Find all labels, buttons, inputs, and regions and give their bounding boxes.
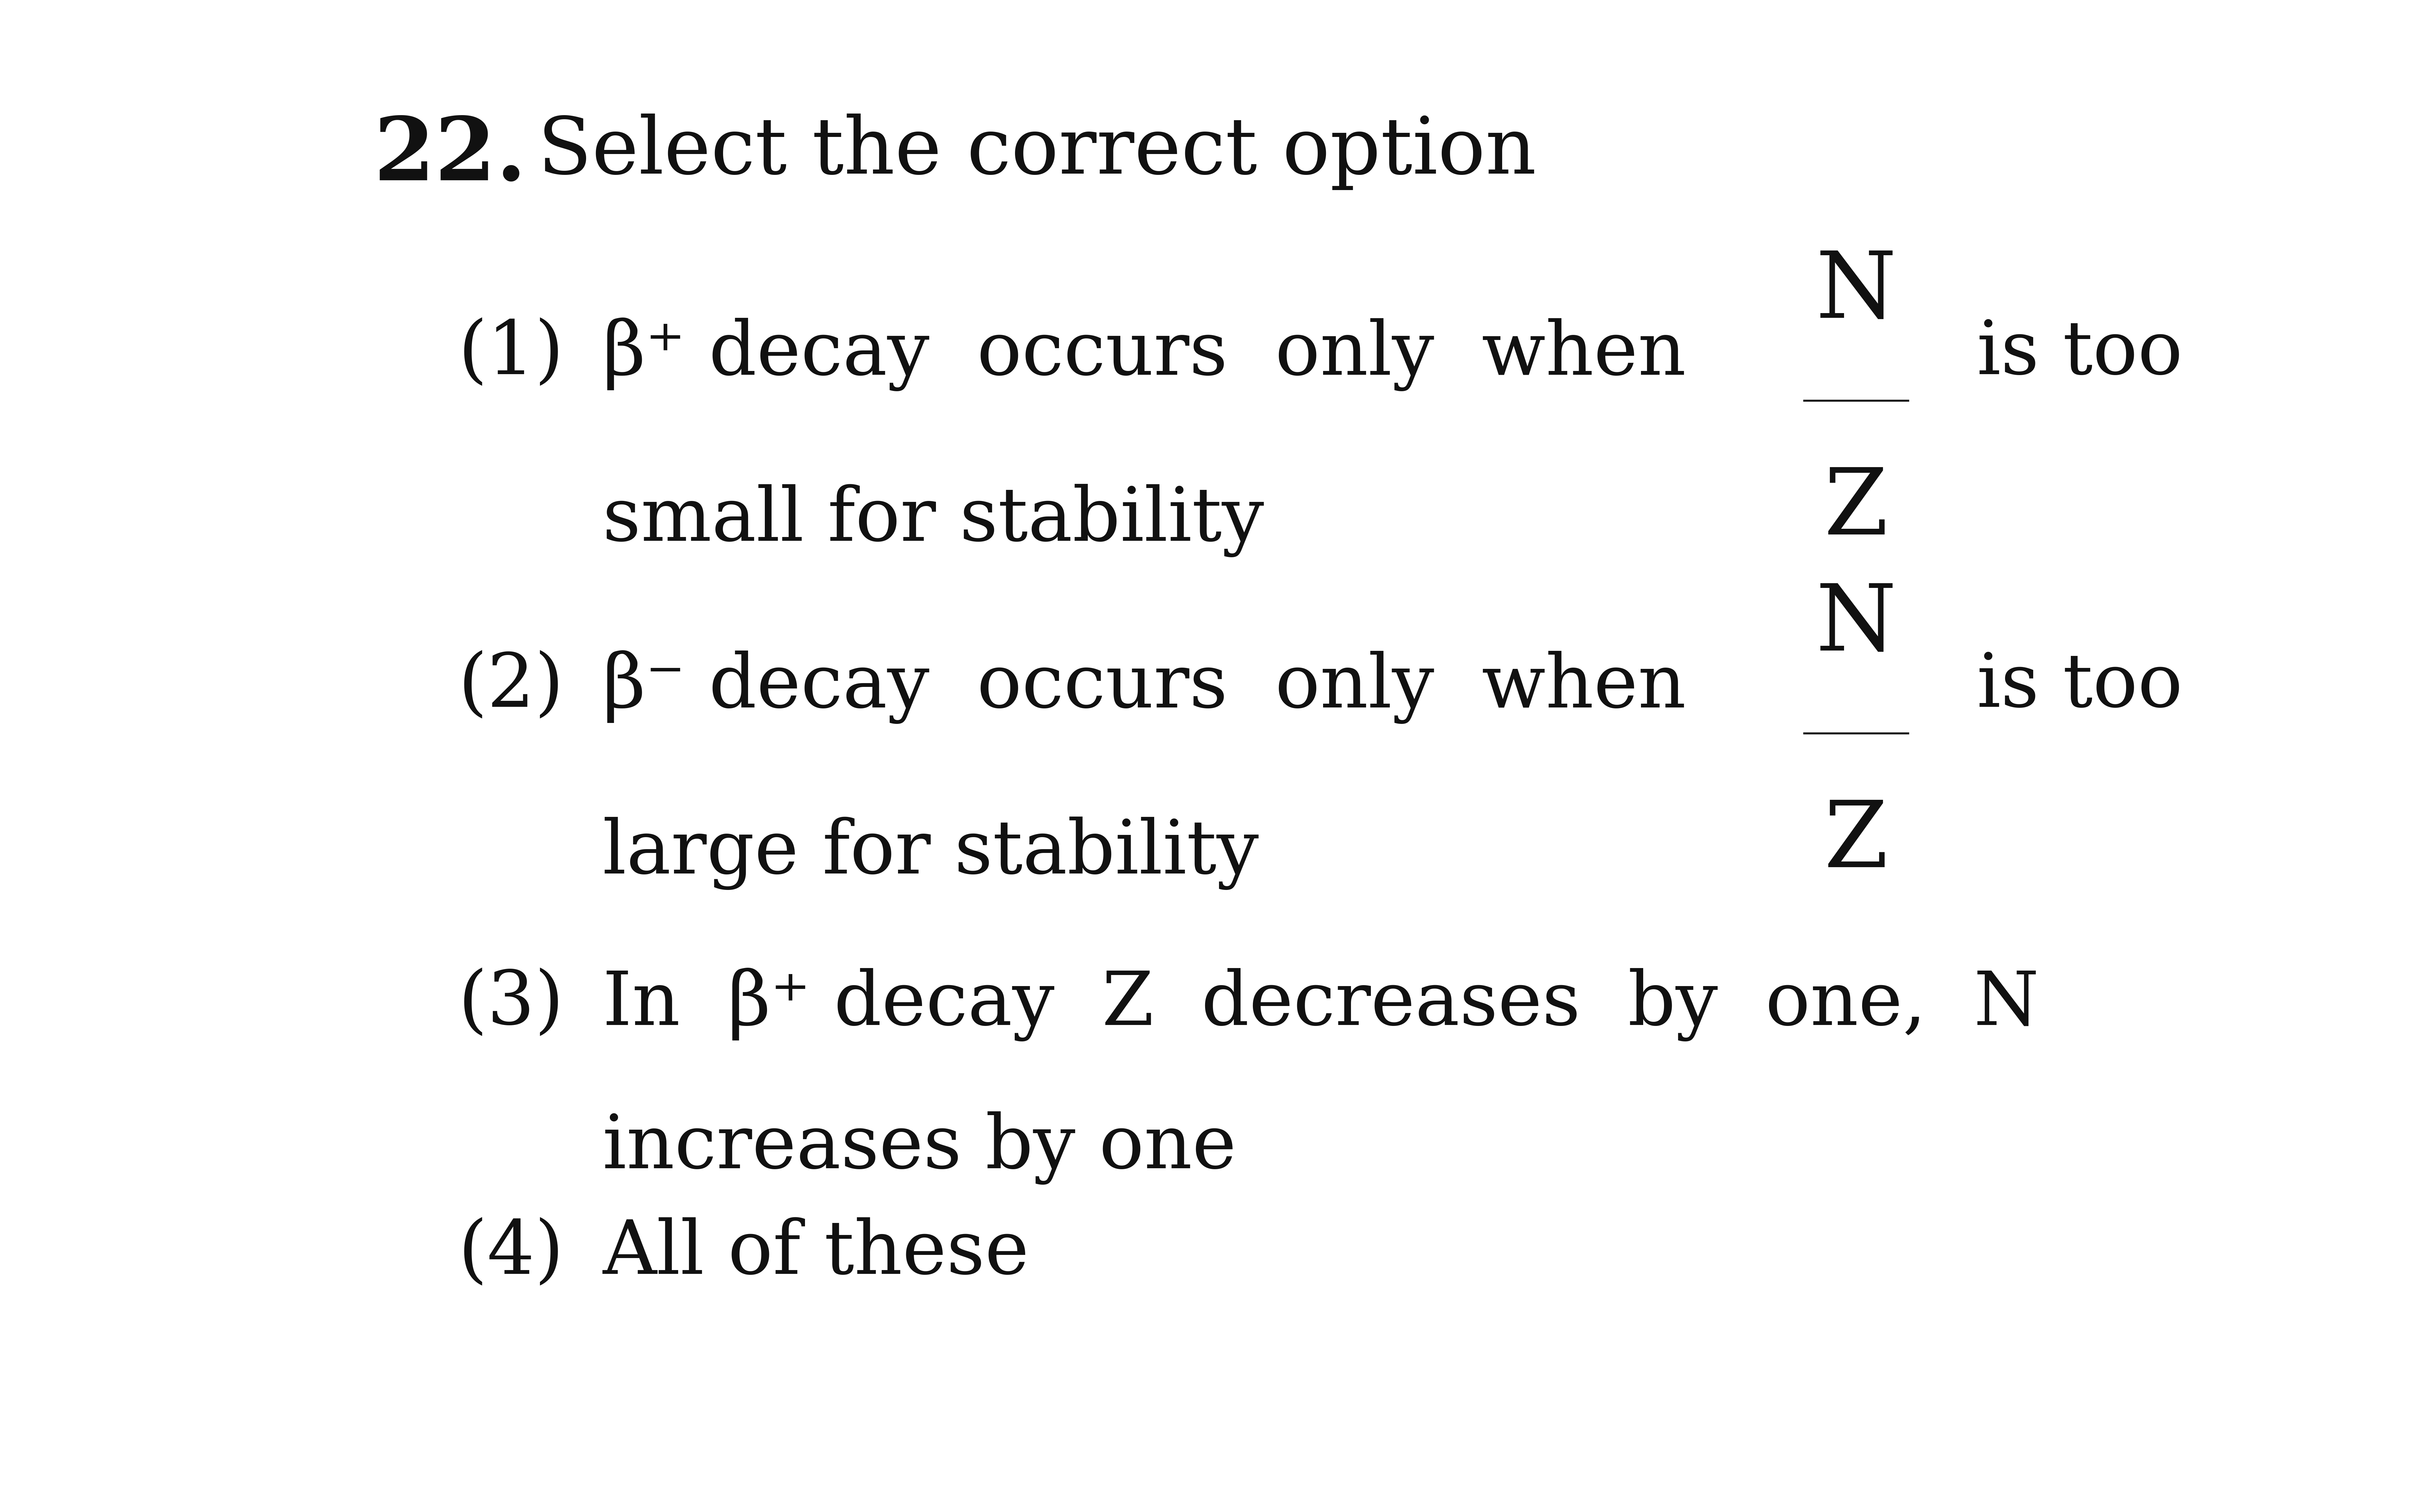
Text: N: N xyxy=(1815,581,1898,670)
Text: large for stability: large for stability xyxy=(603,816,1258,891)
Text: Select the correct option: Select the correct option xyxy=(538,113,1535,191)
Text: In  β⁺ decay  Z  decreases  by  one,  N: In β⁺ decay Z decreases by one, N xyxy=(603,968,2039,1042)
Text: All of these: All of these xyxy=(603,1217,1029,1290)
Text: (3): (3) xyxy=(457,968,564,1040)
Text: small for stability: small for stability xyxy=(603,484,1265,558)
Text: 22.: 22. xyxy=(375,113,526,198)
Text: is too: is too xyxy=(1976,318,2182,390)
Text: is too: is too xyxy=(1976,650,2182,723)
Text: β⁺ decay  occurs  only  when: β⁺ decay occurs only when xyxy=(603,318,1686,392)
Text: increases by one: increases by one xyxy=(603,1111,1236,1185)
Text: N: N xyxy=(1815,248,1898,337)
Text: Z: Z xyxy=(1825,797,1888,886)
Text: (2): (2) xyxy=(457,650,564,723)
Text: Z: Z xyxy=(1825,464,1888,553)
Text: (1): (1) xyxy=(457,318,564,390)
Text: (4): (4) xyxy=(457,1217,564,1290)
Text: β⁻ decay  occurs  only  when: β⁻ decay occurs only when xyxy=(603,650,1686,724)
